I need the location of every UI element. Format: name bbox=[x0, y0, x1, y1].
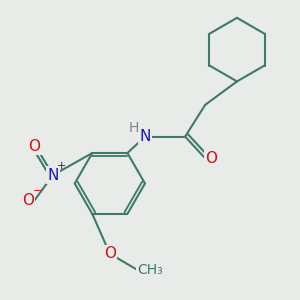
Text: CH₃: CH₃ bbox=[137, 263, 163, 278]
Text: +: + bbox=[57, 161, 66, 171]
Text: N: N bbox=[139, 129, 151, 144]
Text: O: O bbox=[205, 151, 217, 166]
Text: O: O bbox=[104, 246, 116, 261]
Text: O: O bbox=[22, 193, 34, 208]
Text: −: − bbox=[33, 186, 42, 196]
Text: H: H bbox=[129, 121, 140, 135]
Text: N: N bbox=[47, 168, 59, 183]
Text: O: O bbox=[28, 139, 40, 154]
